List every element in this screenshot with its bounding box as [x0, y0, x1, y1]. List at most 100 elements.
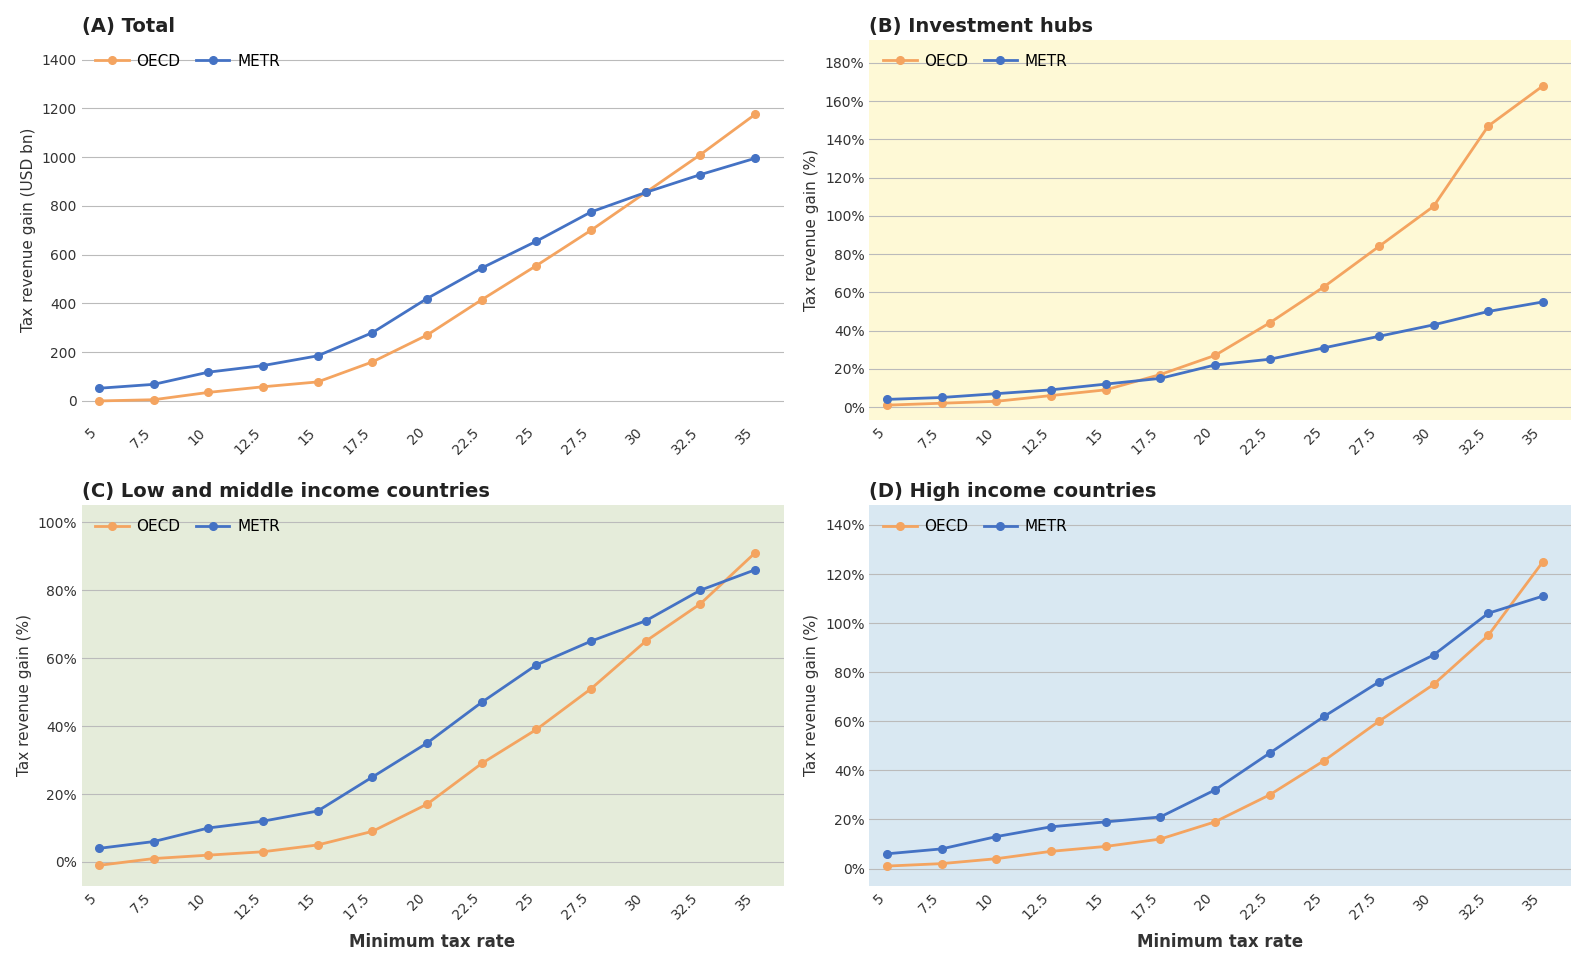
Legend: OECD, METR: OECD, METR — [877, 513, 1073, 540]
METR — [527, 659, 546, 671]
METR — [1259, 747, 1278, 759]
Legend: OECD, METR: OECD, METR — [89, 513, 286, 540]
METR — [637, 187, 656, 198]
OECD — [1534, 80, 1553, 92]
METR — [1534, 590, 1553, 602]
METR — [472, 697, 491, 709]
METR — [89, 382, 108, 394]
OECD — [745, 547, 764, 559]
METR — [986, 831, 1005, 842]
OECD — [527, 259, 546, 271]
METR — [691, 168, 710, 180]
OECD — [1478, 629, 1497, 641]
Y-axis label: Tax revenue gain (USD bn): Tax revenue gain (USD bn) — [21, 128, 37, 332]
OECD — [527, 724, 546, 736]
METR — [745, 153, 764, 165]
OECD — [877, 861, 896, 872]
METR — [877, 848, 896, 860]
OECD — [418, 799, 437, 810]
OECD — [254, 381, 273, 393]
METR — [364, 771, 383, 783]
OECD — [1315, 281, 1334, 292]
OECD — [1259, 789, 1278, 801]
OECD — [254, 846, 273, 858]
METR — [472, 262, 491, 274]
OECD — [364, 826, 383, 837]
OECD — [932, 398, 951, 409]
OECD — [1205, 349, 1224, 361]
OECD — [1096, 840, 1115, 852]
OECD — [308, 839, 327, 851]
METR — [1424, 650, 1443, 661]
OECD — [932, 858, 951, 869]
OECD — [308, 377, 327, 388]
OECD — [145, 853, 164, 864]
METR — [364, 327, 383, 339]
OECD — [1096, 384, 1115, 396]
Line: METR: METR — [95, 155, 759, 392]
METR — [254, 815, 273, 827]
Text: (C) Low and middle income countries: (C) Low and middle income countries — [81, 482, 489, 501]
METR — [581, 635, 600, 647]
OECD — [1205, 816, 1224, 828]
METR — [1369, 677, 1388, 688]
METR — [145, 835, 164, 847]
METR — [1096, 378, 1115, 390]
OECD — [986, 396, 1005, 408]
METR — [637, 615, 656, 626]
OECD — [986, 853, 1005, 864]
OECD — [1534, 556, 1553, 567]
OECD — [1315, 755, 1334, 767]
Legend: OECD, METR: OECD, METR — [89, 47, 286, 75]
OECD — [1424, 200, 1443, 212]
OECD — [89, 860, 108, 871]
OECD — [1424, 679, 1443, 690]
Line: OECD: OECD — [95, 549, 759, 869]
Line: METR: METR — [95, 566, 759, 852]
METR — [1259, 353, 1278, 365]
OECD — [198, 849, 218, 861]
OECD — [364, 356, 383, 368]
Text: (D) High income countries: (D) High income countries — [869, 482, 1156, 501]
OECD — [1259, 318, 1278, 329]
Line: OECD: OECD — [95, 110, 759, 405]
Line: OECD: OECD — [883, 82, 1547, 408]
METR — [1369, 330, 1388, 342]
OECD — [1042, 845, 1061, 857]
METR — [1151, 811, 1170, 823]
OECD — [1151, 833, 1170, 845]
OECD — [418, 329, 437, 341]
Legend: OECD, METR: OECD, METR — [877, 47, 1073, 75]
Y-axis label: Tax revenue gain (%): Tax revenue gain (%) — [805, 615, 819, 776]
Text: (B) Investment hubs: (B) Investment hubs — [869, 16, 1094, 36]
METR — [1315, 711, 1334, 722]
Y-axis label: Tax revenue gain (%): Tax revenue gain (%) — [805, 149, 819, 312]
METR — [198, 822, 218, 833]
METR — [89, 842, 108, 854]
OECD — [691, 149, 710, 161]
METR — [198, 366, 218, 378]
OECD — [198, 386, 218, 398]
METR — [581, 206, 600, 218]
OECD — [1369, 241, 1388, 253]
OECD — [1478, 120, 1497, 132]
OECD — [581, 225, 600, 236]
METR — [1151, 373, 1170, 384]
OECD — [745, 108, 764, 120]
METR — [527, 235, 546, 247]
METR — [1042, 821, 1061, 832]
OECD — [1042, 390, 1061, 402]
Y-axis label: Tax revenue gain (%): Tax revenue gain (%) — [16, 615, 32, 776]
METR — [1205, 784, 1224, 796]
METR — [932, 392, 951, 404]
METR — [308, 805, 327, 817]
METR — [418, 738, 437, 749]
Line: METR: METR — [883, 592, 1547, 858]
OECD — [1369, 715, 1388, 727]
METR — [254, 360, 273, 372]
METR — [986, 388, 1005, 400]
METR — [1205, 359, 1224, 371]
OECD — [637, 635, 656, 647]
OECD — [472, 758, 491, 770]
OECD — [89, 395, 108, 407]
